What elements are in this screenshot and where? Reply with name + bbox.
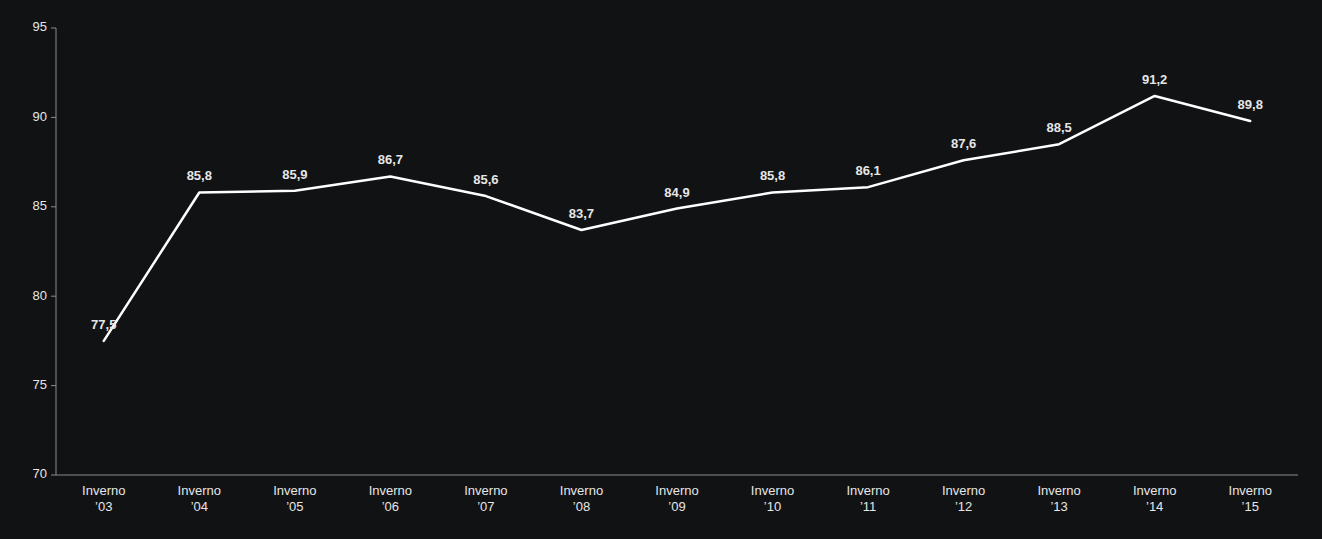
x-tick-label: Inverno’09 [655, 483, 698, 514]
y-tick [51, 475, 56, 476]
y-tick-label: 80 [33, 288, 47, 303]
y-tick-label: 75 [33, 377, 47, 392]
data-label: 85,8 [187, 168, 212, 183]
data-label: 88,5 [1046, 120, 1071, 135]
data-label: 85,6 [473, 172, 498, 187]
plot-area [104, 96, 1250, 341]
line [104, 96, 1250, 341]
data-label: 86,7 [378, 152, 403, 167]
x-tick-label: Inverno’11 [846, 483, 889, 514]
chart: 70 75 80 85 90 95 Inverno’03 Inverno’04 Inverno’… [0, 0, 1322, 539]
x-tick-label: Inverno’06 [369, 483, 412, 514]
data-label: 85,8 [760, 168, 785, 183]
x-tick-label: Inverno’13 [1037, 483, 1080, 514]
y-tick [51, 296, 56, 297]
y-tick-label: 90 [33, 109, 47, 124]
y-axis-line [56, 28, 57, 475]
data-label: 87,6 [951, 136, 976, 151]
data-label: 77,5 [91, 317, 116, 332]
x-tick-label: Inverno’07 [464, 483, 507, 514]
y-tick [51, 385, 56, 386]
x-tick-label: Inverno’15 [1229, 483, 1272, 514]
y-tick-label: 95 [33, 19, 47, 34]
x-tick-label: Inverno’12 [942, 483, 985, 514]
y-tick-label: 85 [33, 198, 47, 213]
data-label: 91,2 [1142, 72, 1167, 87]
x-tick-label: Inverno’10 [751, 483, 794, 514]
x-tick-label: Inverno’08 [560, 483, 603, 514]
x-tick-label: Inverno’03 [82, 483, 125, 514]
data-label: 89,8 [1238, 97, 1263, 112]
x-tick-label: Inverno’14 [1133, 483, 1176, 514]
data-label: 85,9 [282, 167, 307, 182]
background [0, 0, 1322, 539]
y-tick [51, 117, 56, 118]
chart-container: 70 75 80 85 90 95 Inverno’03 Inverno’04 Inverno’… [0, 0, 1322, 539]
x-tick-label: Inverno’05 [273, 483, 316, 514]
data-label: 86,1 [855, 163, 880, 178]
y-tick-label: 70 [33, 466, 47, 481]
y-tick [51, 206, 56, 207]
x-axis-line [56, 475, 1298, 476]
data-label: 84,9 [664, 185, 689, 200]
x-tick-label: Inverno’04 [178, 483, 221, 514]
data-label: 83,7 [569, 206, 594, 221]
y-tick [51, 28, 56, 29]
